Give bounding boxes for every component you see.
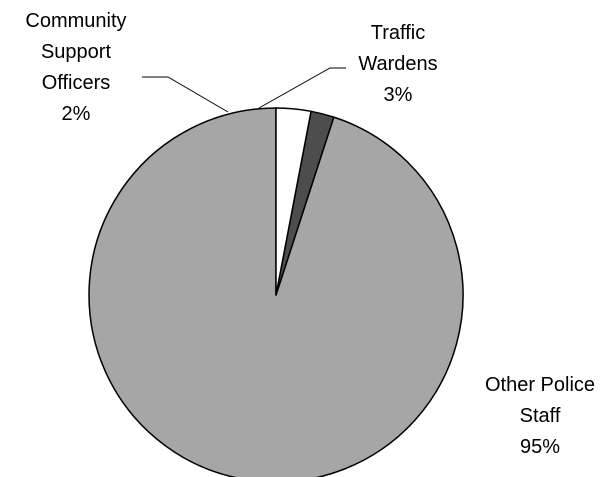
leader-line-traffic-wardens bbox=[258, 67, 346, 109]
slice-label-community-support-officers: Community Support Officers 2% bbox=[25, 10, 126, 125]
slice-category-label: Staff bbox=[520, 405, 561, 427]
leader-lines bbox=[142, 67, 346, 113]
slice-labels: Other Police Staff 95% Community Support Offi… bbox=[25, 10, 595, 458]
pie-slices bbox=[88, 107, 464, 477]
slice-category-label: Community bbox=[25, 10, 126, 32]
slice-label-traffic-wardens: Traffic Wardens 3% bbox=[358, 22, 437, 106]
pie-slice-traffic-wardens bbox=[275, 107, 312, 296]
leader-line-community-support-officers bbox=[142, 76, 229, 113]
slice-category-label: Support bbox=[41, 41, 111, 63]
slice-category-label: Other Police bbox=[485, 374, 595, 396]
slice-label-other-police-staff: Other Police Staff 95% bbox=[485, 374, 595, 458]
slice-value-label: 3% bbox=[384, 84, 413, 106]
slice-category-label: Traffic bbox=[371, 22, 425, 44]
slice-category-label: Officers bbox=[42, 72, 111, 94]
slice-value-label: 95% bbox=[520, 436, 560, 458]
slice-value-label: 2% bbox=[62, 103, 91, 125]
slice-category-label: Wardens bbox=[358, 53, 437, 75]
